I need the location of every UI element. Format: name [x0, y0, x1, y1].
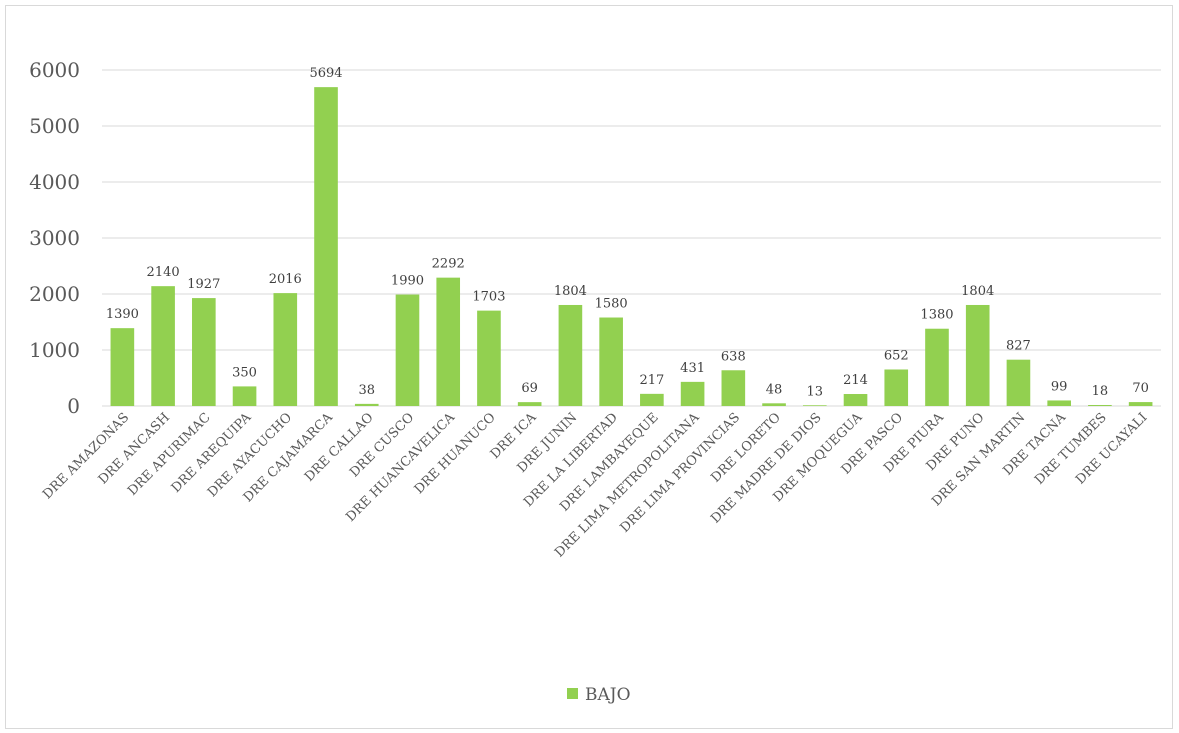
data-label: 69 [521, 381, 538, 396]
data-label: 1990 [391, 274, 424, 289]
x-tick-label: DRE LIMA METROPOLITANA [552, 410, 703, 561]
data-label: 214 [843, 373, 868, 388]
bar [1006, 359, 1031, 406]
x-tick-label: DRE TUMBES [1032, 410, 1110, 488]
bar [884, 369, 909, 406]
data-label: 1804 [554, 284, 587, 299]
data-label: 1380 [920, 308, 953, 323]
data-label: 38 [358, 383, 375, 398]
bar [477, 310, 501, 406]
x-tick-label: DRE ANCASH [96, 410, 173, 487]
bar [762, 403, 786, 406]
data-label: 1390 [106, 307, 139, 322]
bar [843, 394, 868, 406]
data-label: 1804 [961, 284, 994, 299]
data-label: 70 [1132, 381, 1149, 396]
data-label: 1703 [472, 290, 505, 305]
y-tick-label: 3000 [29, 226, 80, 250]
x-tick-label: DRE UCAYALI [1073, 410, 1150, 487]
data-label: 13 [807, 384, 824, 399]
bar [1128, 402, 1153, 406]
y-tick-label: 0 [67, 394, 80, 418]
bar [151, 286, 175, 406]
bar [1088, 404, 1112, 406]
data-label: 99 [1051, 379, 1068, 394]
bar [192, 298, 216, 406]
y-tick-label: 5000 [29, 114, 80, 138]
legend-label: BAJO [585, 685, 631, 705]
bar [965, 304, 990, 406]
data-label: 350 [232, 365, 257, 380]
legend-swatch [567, 688, 578, 699]
x-tick-label: DRE LORETO [708, 410, 783, 485]
bar [558, 304, 583, 406]
bar [314, 87, 338, 407]
bar [517, 402, 542, 406]
bar [110, 328, 135, 406]
data-label: 1927 [187, 277, 220, 292]
data-label: 2140 [147, 265, 180, 280]
data-label: 2016 [269, 272, 302, 287]
bar [354, 403, 379, 406]
bar [395, 294, 420, 406]
bar [436, 277, 461, 406]
bar [640, 393, 664, 406]
y-tick-label: 6000 [29, 58, 80, 82]
data-label: 827 [1006, 339, 1031, 354]
data-label: 217 [639, 373, 664, 388]
bar [273, 293, 298, 406]
data-label: 2292 [432, 257, 465, 272]
data-label: 5694 [309, 66, 342, 81]
bar [680, 381, 705, 406]
data-label: 431 [680, 361, 705, 376]
y-tick-label: 1000 [29, 338, 80, 362]
bar [925, 328, 949, 406]
data-label: 48 [766, 382, 783, 397]
bar [232, 386, 257, 406]
bar [599, 317, 623, 406]
data-label: 638 [721, 349, 746, 364]
data-label: 18 [1092, 384, 1109, 399]
bar [1047, 400, 1071, 406]
data-label: 652 [884, 348, 909, 363]
y-tick-label: 2000 [29, 282, 80, 306]
y-tick-label: 4000 [29, 170, 80, 194]
bar [802, 405, 827, 406]
data-label: 1580 [595, 297, 628, 312]
bar [721, 370, 746, 406]
